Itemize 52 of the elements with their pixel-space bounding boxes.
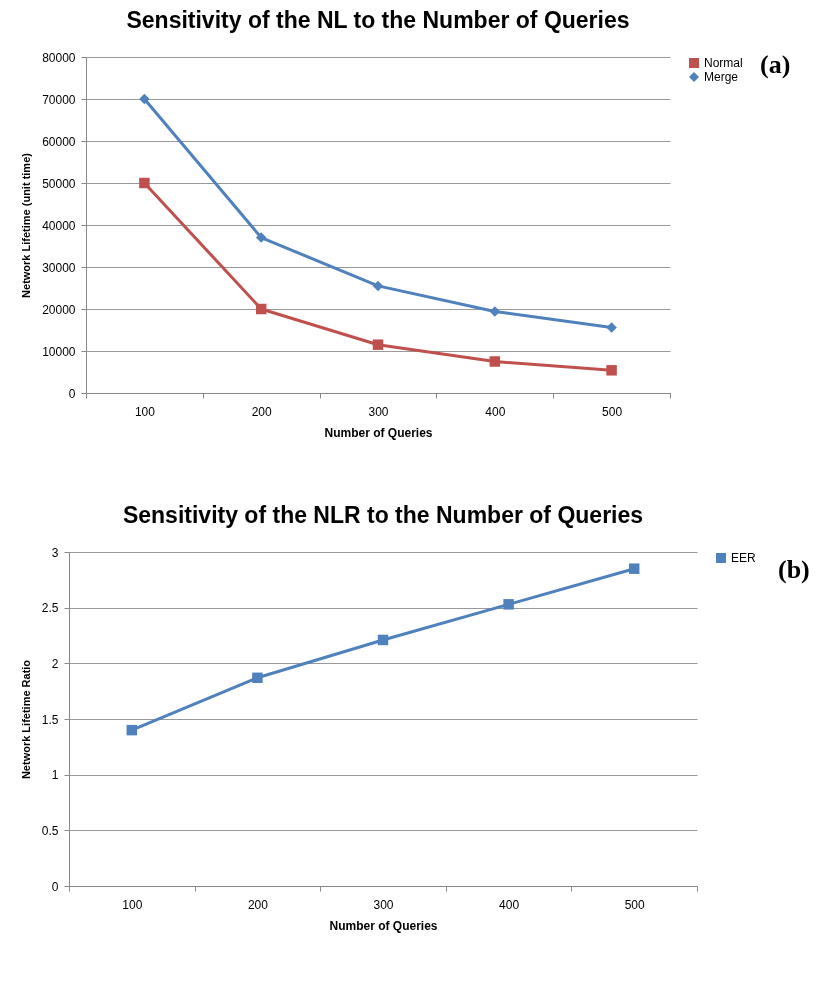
point — [252, 672, 263, 684]
legend-label: Normal — [704, 56, 743, 70]
x-tick-label: 300 — [368, 404, 389, 419]
point — [606, 322, 617, 333]
legend-label: Merge — [704, 70, 739, 84]
x-tick-label: 300 — [373, 897, 394, 912]
point — [489, 306, 501, 317]
x-axis-title: Number of Queries — [329, 918, 438, 933]
point — [372, 339, 384, 350]
legend-label: EER — [731, 551, 757, 565]
y-tick-label: 2.5 — [41, 601, 59, 616]
y-axis-title: Network Lifetime (unit time) — [20, 152, 33, 298]
point — [606, 365, 617, 376]
point — [489, 356, 501, 367]
point — [139, 177, 150, 189]
point — [377, 634, 389, 646]
y-tick-label: 70000 — [42, 92, 76, 107]
point — [372, 280, 384, 292]
x-tick-label: 400 — [485, 404, 506, 419]
y-tick-label: 0.5 — [41, 823, 59, 838]
y-tick-label: 0 — [51, 879, 59, 894]
y-tick-label: 3 — [51, 545, 59, 560]
point — [255, 232, 267, 243]
y-tick-label: 80000 — [42, 50, 76, 65]
x-tick-label: 100 — [122, 897, 143, 912]
x-tick-label: 200 — [251, 404, 273, 419]
x-tick-label: 500 — [624, 897, 646, 912]
y-tick-label: 20000 — [42, 302, 76, 317]
y-tick-label: 2 — [51, 656, 59, 671]
point — [628, 563, 640, 574]
y-tick-label: 10000 — [42, 344, 76, 359]
y-tick-label: 1 — [51, 768, 59, 783]
x-tick-label: 500 — [602, 404, 623, 419]
y-tick-label: 60000 — [42, 134, 76, 149]
y-tick-label: 30000 — [42, 260, 76, 275]
y-axis-title: Network Lifetime Ratio — [19, 659, 32, 780]
x-axis-title: Number of Queries — [324, 425, 433, 440]
text: (a) — [760, 50, 791, 80]
chart-title: Sensitivity of the NLR to the Number of Queries — [122, 502, 644, 528]
y-tick-label: 50000 — [42, 176, 76, 191]
y-tick-label: 0 — [68, 386, 76, 401]
x-tick-label: 400 — [499, 897, 520, 912]
y-tick-label: 1.5 — [41, 712, 59, 727]
text: (b) — [778, 555, 810, 585]
point — [139, 93, 150, 105]
y-tick-label: 40000 — [42, 218, 76, 233]
point — [126, 724, 138, 736]
chart-title: Sensitivity of the NL to the Number of Queries — [126, 7, 630, 33]
x-tick-label: 100 — [134, 404, 156, 419]
point — [503, 599, 514, 610]
point — [255, 303, 267, 315]
x-tick-label: 200 — [247, 897, 269, 912]
